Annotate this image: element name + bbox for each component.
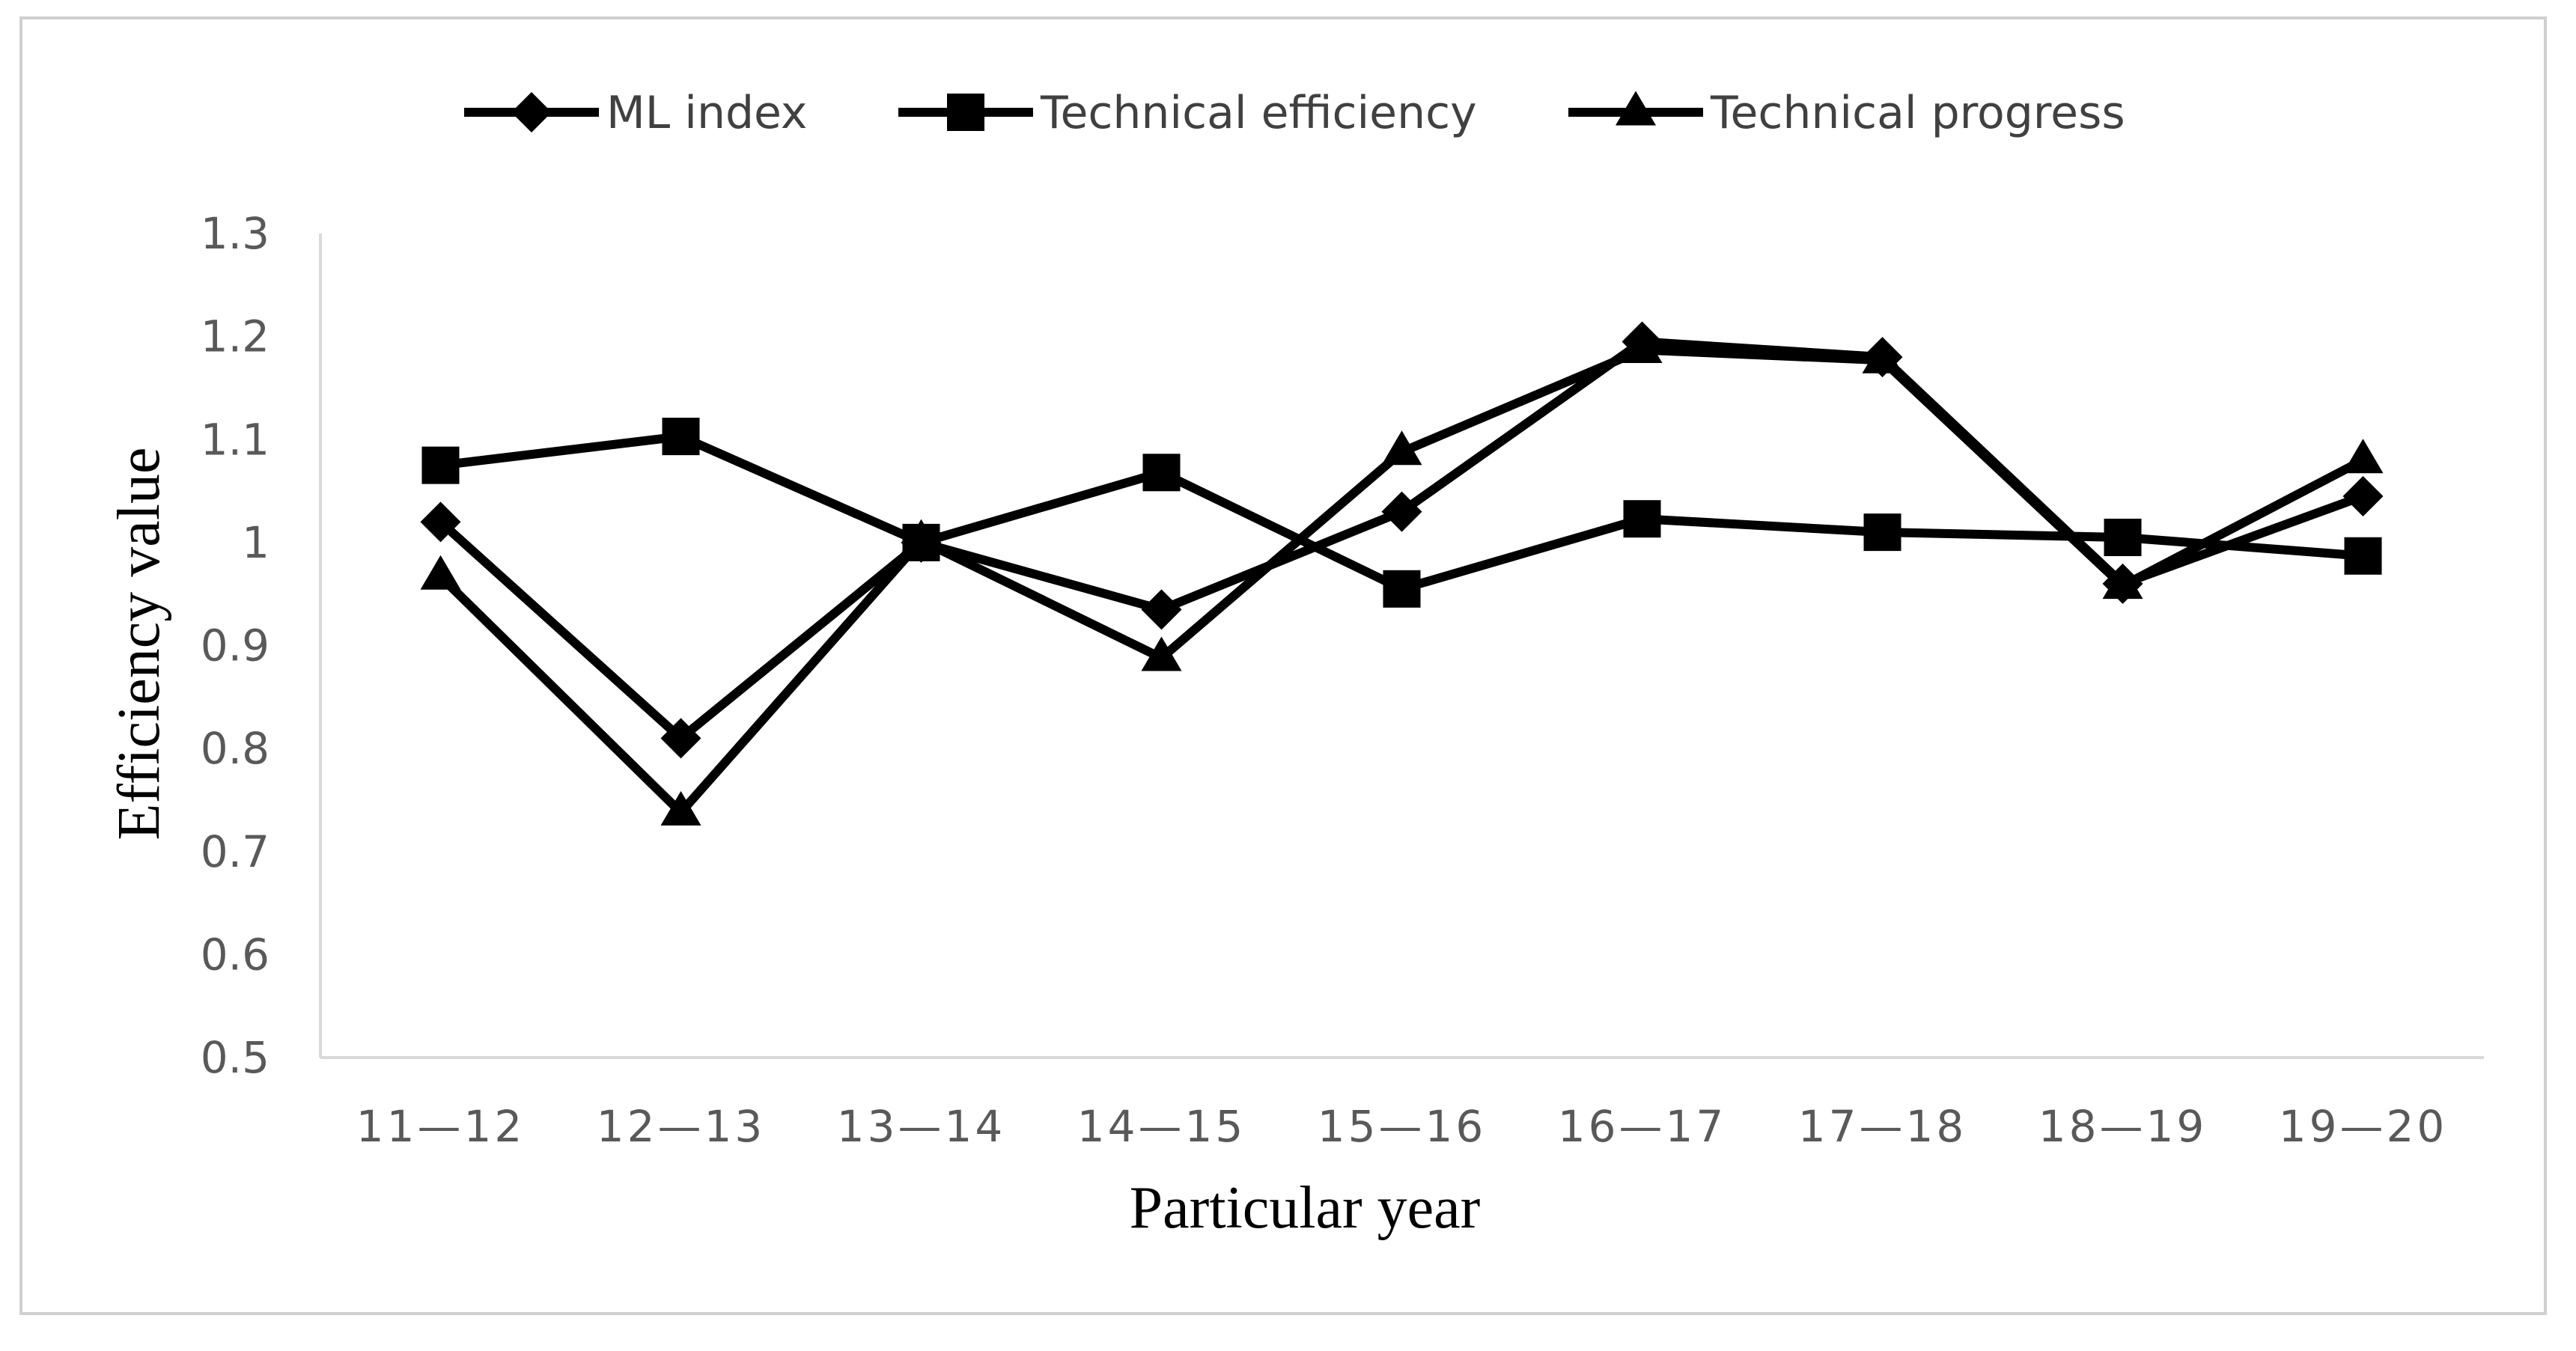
x-tick-label: 19—20 xyxy=(2279,1101,2448,1152)
legend-label-technical-progress: Technical progress xyxy=(1710,87,2125,139)
y-tick-label: 1.1 xyxy=(201,414,270,465)
data-point-technical-efficiency xyxy=(1142,454,1181,492)
x-tick-label: 16—17 xyxy=(1558,1101,1727,1152)
y-tick-label: 0.7 xyxy=(201,826,270,877)
legend: ML index Technical efficiency Technical pr… xyxy=(464,87,2125,139)
legend-label-ml-index: ML index xyxy=(606,87,807,139)
data-point-technical-efficiency xyxy=(662,418,700,456)
data-point-technical-efficiency xyxy=(2104,518,2142,556)
data-point-ml-index xyxy=(1141,589,1182,630)
y-axis-title: Efficiency value xyxy=(106,448,172,841)
data-point-ml-index xyxy=(1381,491,1422,532)
x-tick-label: 18—19 xyxy=(2038,1101,2208,1152)
legend-entry-technical-efficiency: Technical efficiency xyxy=(898,87,1477,139)
data-point-technical-efficiency xyxy=(1383,570,1421,608)
y-tick-label: 0.8 xyxy=(201,723,270,774)
data-point-technical-progress xyxy=(2342,439,2384,474)
legend-marker-technical-progress xyxy=(1616,91,1656,126)
legend-entry-technical-progress: Technical progress xyxy=(1568,87,2125,139)
data-point-technical-efficiency xyxy=(1623,500,1661,538)
chart-frame xyxy=(19,16,2547,1315)
y-tick-label: 1 xyxy=(242,517,270,568)
x-tick-label: 15—16 xyxy=(1318,1101,1487,1152)
x-axis-ticks: 11—12 12—13 13—14 14—15 15—16 16—17 17—18 18—19… xyxy=(356,1101,2448,1152)
data-point-technical-progress xyxy=(901,519,942,554)
data-point-technical-efficiency xyxy=(1863,513,1901,552)
data-point-technical-efficiency xyxy=(421,446,460,484)
y-tick-label: 0.9 xyxy=(201,620,270,671)
axes xyxy=(319,234,2484,1059)
x-tick-label: 13—14 xyxy=(837,1101,1006,1152)
y-tick-label: 0.5 xyxy=(201,1032,270,1083)
data-point-technical-progress xyxy=(660,790,701,826)
data-point-ml-index xyxy=(660,718,701,759)
x-tick-label: 14—15 xyxy=(1077,1101,1246,1152)
data-point-ml-index xyxy=(420,501,461,543)
y-tick-label: 1.3 xyxy=(201,208,270,259)
x-tick-label: 11—12 xyxy=(356,1101,526,1152)
x-tick-label: 17—18 xyxy=(1798,1101,1967,1152)
data-point-technical-efficiency xyxy=(2344,537,2382,575)
legend-marker-ml-index xyxy=(511,92,552,132)
x-tick-label: 12—13 xyxy=(597,1101,766,1152)
data-point-technical-progress xyxy=(1141,636,1182,671)
x-axis-title: Particular year xyxy=(1130,1175,1481,1241)
series-technical-progress xyxy=(420,328,2384,826)
series-layer xyxy=(420,321,2384,826)
data-point-technical-progress xyxy=(1381,430,1422,466)
y-axis-ticks: 0.5 0.6 0.7 0.8 0.9 1 1.1 1.2 1.3 xyxy=(201,208,270,1083)
legend-label-technical-efficiency: Technical efficiency xyxy=(1040,87,1477,139)
data-point-ml-index xyxy=(2342,475,2384,516)
data-point-technical-progress xyxy=(1862,338,1903,373)
y-tick-label: 1.2 xyxy=(201,311,270,362)
data-point-technical-progress xyxy=(420,555,461,590)
legend-entry-ml-index: ML index xyxy=(464,87,807,139)
y-tick-label: 0.6 xyxy=(201,929,270,980)
data-point-technical-progress xyxy=(1622,328,1663,363)
legend-marker-technical-efficiency xyxy=(947,94,984,131)
data-point-technical-progress xyxy=(2102,564,2143,600)
